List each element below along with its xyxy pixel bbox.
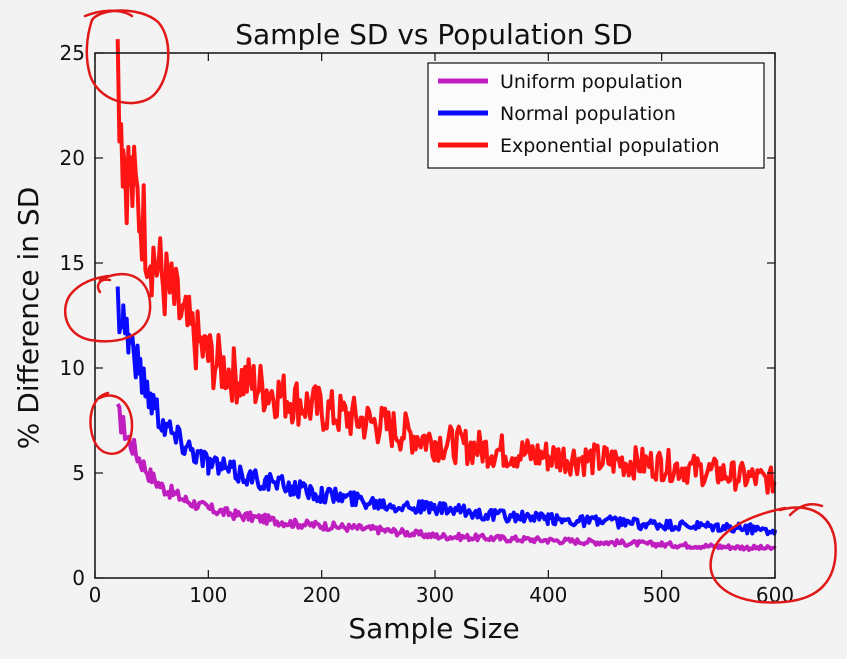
x-tick-label: 200	[303, 583, 341, 607]
y-tick-label: 0	[72, 566, 85, 590]
y-tick-label: 15	[60, 251, 85, 275]
y-tick-label: 5	[72, 461, 85, 485]
series-line-uniform-population	[115, 403, 777, 552]
series-layer	[115, 39, 777, 552]
x-axis-label: Sample Size	[348, 612, 519, 645]
hand-drawn-annotations	[63, 9, 837, 604]
x-tick-label: 0	[89, 583, 102, 607]
x-tick-label: 400	[529, 583, 567, 607]
legend-label: Normal population	[500, 103, 676, 125]
legend-label: Exponential population	[500, 135, 720, 157]
y-tick-label: 10	[60, 356, 85, 380]
annotation-circle-end	[709, 503, 837, 604]
annotation-circle-peak	[83, 9, 170, 105]
annotation-circle-normal-start	[63, 272, 152, 343]
x-tick-label: 300	[416, 583, 454, 607]
legend: Uniform population Normal population Expon…	[427, 62, 765, 169]
annotation-circle-uniform-start	[89, 391, 134, 455]
series-line-exponential-population	[115, 39, 777, 495]
y-axis-label: % Difference in SD	[12, 187, 45, 450]
x-tick-label: 100	[189, 583, 227, 607]
y-tick-label: 25	[60, 41, 85, 65]
legend-label: Uniform population	[500, 71, 683, 93]
y-tick-label: 20	[60, 146, 85, 170]
chart-title: Sample SD vs Population SD	[235, 18, 633, 51]
x-tick-label: 500	[643, 583, 681, 607]
series-line-normal-population	[115, 286, 777, 537]
